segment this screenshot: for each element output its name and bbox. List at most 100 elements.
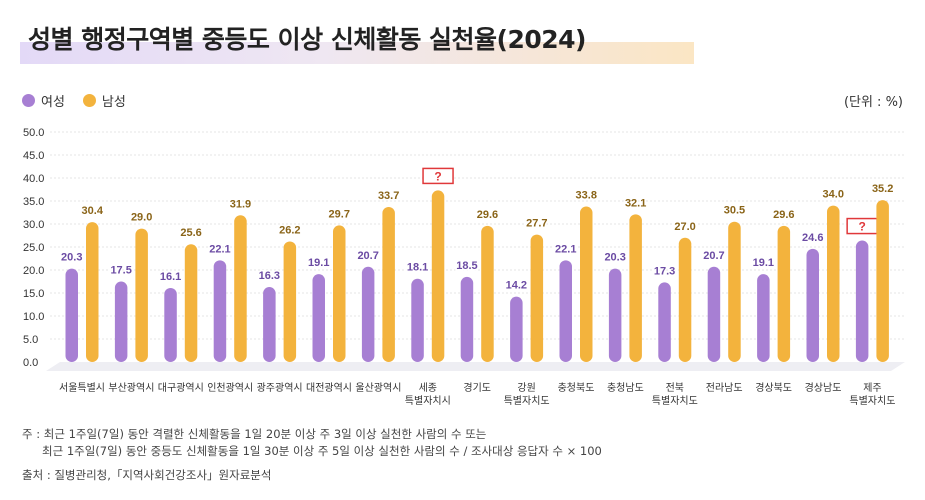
x-category-label: 부산광역시 xyxy=(108,382,154,394)
x-category-label: 특별자치도 xyxy=(849,395,895,407)
data-label: 17.5 xyxy=(110,265,131,277)
data-label: 35.2 xyxy=(872,183,893,195)
data-label: 27.7 xyxy=(526,218,547,230)
bar-male xyxy=(382,206,395,362)
x-category-label: 충청북도 xyxy=(558,382,595,394)
y-tick-label: 5.0 xyxy=(23,334,38,346)
bar-male xyxy=(234,215,247,362)
data-label: 20.3 xyxy=(61,252,82,264)
bar-female xyxy=(806,248,819,362)
x-category-label: 특별자치도 xyxy=(652,395,698,407)
x-category-label: 광주광역시 xyxy=(257,382,303,394)
legend-female-label: 여성 xyxy=(41,95,65,110)
y-tick-label: 25.0 xyxy=(23,242,44,254)
data-label: 24.6 xyxy=(802,232,823,244)
data-label: 18.5 xyxy=(456,260,477,272)
y-tick-label: 20.0 xyxy=(23,265,44,277)
x-category-label: 충청남도 xyxy=(607,382,644,394)
bar-female xyxy=(855,240,869,362)
data-label: 33.8 xyxy=(576,190,597,202)
bar-male xyxy=(184,244,198,362)
title-highlight xyxy=(20,42,694,64)
bar-male xyxy=(333,225,346,362)
x-category-label: 울산광역시 xyxy=(355,382,401,394)
bar-male xyxy=(135,228,148,362)
y-tick-label: 40.0 xyxy=(23,173,44,185)
unknown-value-box xyxy=(422,167,454,185)
data-label: 33.7 xyxy=(378,190,399,202)
data-label: 22.1 xyxy=(555,243,576,255)
data-label: 29.6 xyxy=(773,209,794,221)
data-label: 27.0 xyxy=(674,221,695,233)
source-note: 출처 : 질병관리청,「지역사회건강조사」원자료분석 xyxy=(22,468,272,482)
bar-female xyxy=(707,266,721,362)
bar-female xyxy=(658,282,671,362)
x-category-label: 특별자치시 xyxy=(405,395,451,407)
bar-male xyxy=(827,205,840,362)
bar-male xyxy=(580,206,593,362)
chart-floor xyxy=(46,362,905,371)
data-label: 25.6 xyxy=(180,227,201,239)
x-category-label: 대구광역시 xyxy=(158,382,204,394)
data-label: 20.7 xyxy=(703,250,724,262)
bar-female xyxy=(263,287,276,362)
y-tick-label: 0.0 xyxy=(23,357,38,369)
bar-male xyxy=(728,221,741,362)
data-label: 22.1 xyxy=(209,243,230,255)
x-category-label: 전북 xyxy=(666,382,684,394)
bar-male xyxy=(777,225,791,362)
data-label: 14.2 xyxy=(506,280,527,292)
unknown-value-mark: ? xyxy=(858,220,865,234)
bar-female xyxy=(757,274,770,362)
bar-female xyxy=(510,296,523,362)
x-category-label: 경상남도 xyxy=(805,381,842,394)
footnote-line-2: 최근 1주일(7일) 동안 중등도 신체활동을 1일 30분 이상 주 5일 이… xyxy=(42,444,602,458)
data-label: 16.3 xyxy=(259,270,280,282)
x-category-label: 강원 xyxy=(517,382,535,394)
x-category-label: 전라남도 xyxy=(706,382,743,394)
x-category-label: 세종 xyxy=(419,382,437,394)
y-tick-label: 30.0 xyxy=(23,219,44,231)
bar-female xyxy=(608,268,622,362)
x-category-label: 특별자치도 xyxy=(504,395,550,407)
data-label: 29.6 xyxy=(477,209,498,221)
x-category-label: 경기도 xyxy=(463,381,491,394)
data-label: 16.1 xyxy=(160,271,181,283)
bar-male xyxy=(530,234,544,362)
x-category-label: 제주 xyxy=(863,382,881,394)
data-label: 26.2 xyxy=(279,224,300,236)
bar-chart: 50.0 45.0 40.0 35.0 30.0 25.0 20.0 15.0 10.0 5.0 0… xyxy=(23,127,905,407)
chart-title: 성별 행정구역별 중등도 이상 신체활동 실천율(2024) xyxy=(28,25,586,54)
unit-label: (단위 : %) xyxy=(843,95,903,110)
legend-male-label: 남성 xyxy=(101,95,126,110)
bar-male xyxy=(283,241,297,362)
y-tick-label: 15.0 xyxy=(23,288,44,300)
y-tick-label: 45.0 xyxy=(23,150,44,162)
unknown-value-mark: ? xyxy=(434,169,441,183)
x-category-label: 대전광역시 xyxy=(306,382,352,394)
bar-female xyxy=(164,287,177,362)
data-label: 29.0 xyxy=(131,212,152,224)
x-category-label: 인천광역시 xyxy=(207,382,253,394)
footnote: 주 : 최근 1주일(7일) 동안 격렬한 신체활동을 1일 20분 이상 주 … xyxy=(22,426,602,460)
bar-female xyxy=(559,260,572,362)
bar-female xyxy=(213,260,227,362)
data-label: 18.1 xyxy=(407,262,428,274)
x-category-label: 서울특별시 xyxy=(59,382,105,394)
data-label: 20.3 xyxy=(604,252,625,264)
bar-male xyxy=(678,237,692,362)
bar-female xyxy=(361,266,375,362)
data-label: 30.4 xyxy=(82,205,104,217)
data-label: 30.5 xyxy=(724,205,745,217)
legend-item-male: 남성 xyxy=(82,91,126,110)
bar-male xyxy=(86,222,99,362)
x-category-label: 경상북도 xyxy=(755,381,792,394)
legend: 여성 남성 xyxy=(22,91,144,110)
bar-male xyxy=(431,190,445,362)
legend-item-female: 여성 xyxy=(22,91,65,110)
bar-female xyxy=(312,274,325,362)
y-tick-label: 50.0 xyxy=(23,127,44,139)
bar-female xyxy=(411,278,424,362)
data-label: 29.7 xyxy=(329,208,350,220)
footnote-line-1: 주 : 최근 1주일(7일) 동안 격렬한 신체활동을 1일 20분 이상 주 … xyxy=(22,427,487,441)
